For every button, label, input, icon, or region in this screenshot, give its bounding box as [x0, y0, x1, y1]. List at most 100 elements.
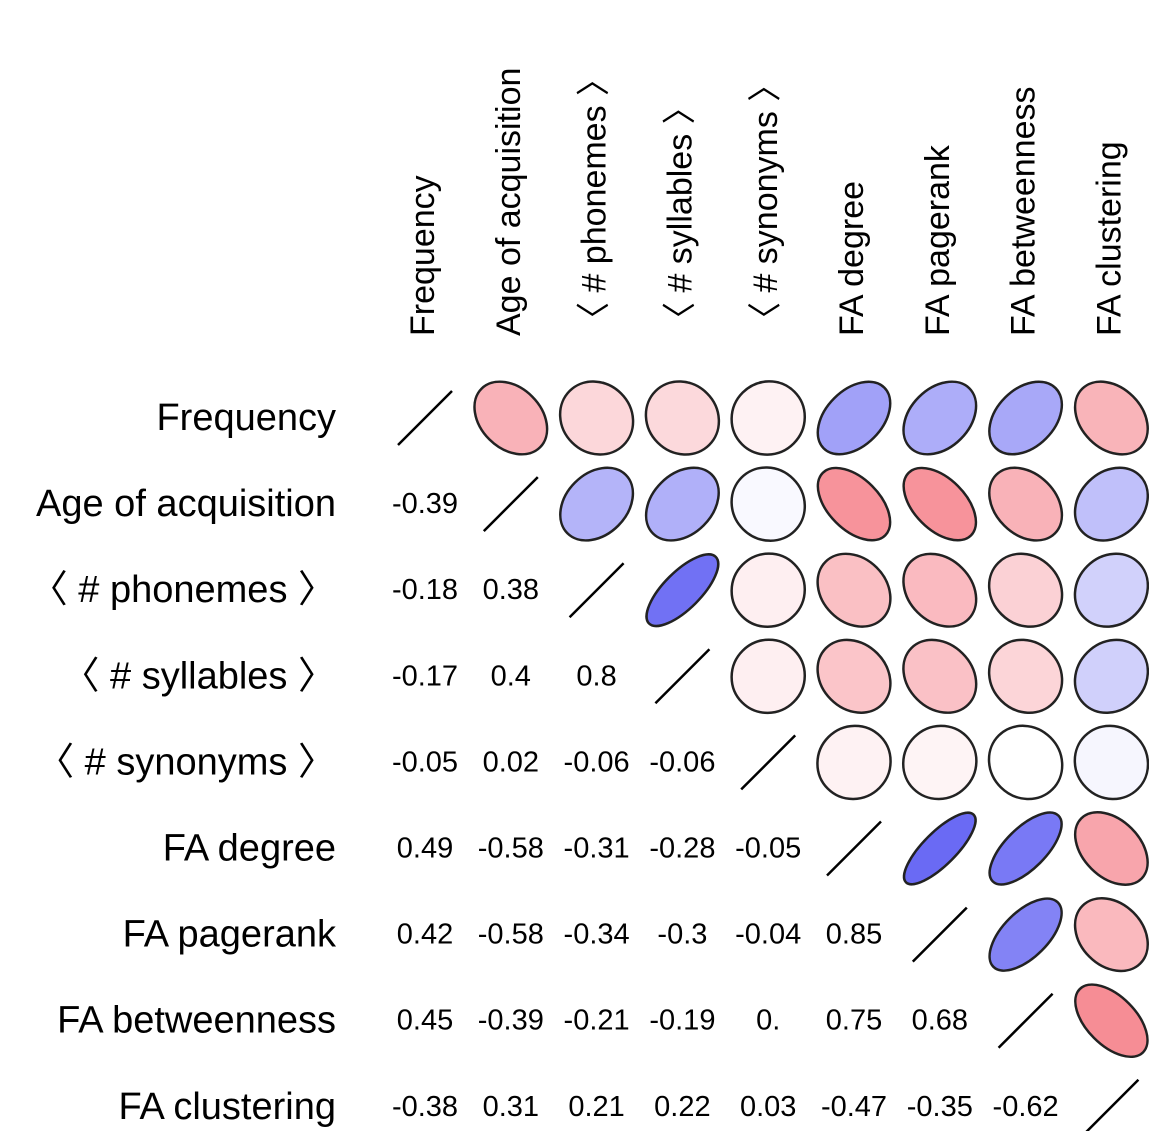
column-label-fa-pagerank: FA pagerank [919, 144, 957, 336]
correlation-ellipse [730, 552, 807, 629]
correlation-label: 0.49 [397, 833, 453, 865]
correlation-label: 0.85 [826, 919, 882, 951]
correlation-label: 0.21 [568, 1091, 624, 1123]
correlation-label: 0.38 [483, 574, 539, 606]
correlation-label: 0.68 [912, 1005, 968, 1037]
correlation-label: 0. [756, 1005, 780, 1037]
correlation-ellipse [558, 380, 635, 456]
diagonal-mark [1085, 1078, 1140, 1131]
correlation-label: -0.21 [564, 1005, 630, 1037]
correlation-ellipse [816, 380, 892, 456]
correlation-ellipse [816, 638, 892, 714]
row-label-fa-pagerank: FA pagerank [123, 914, 337, 956]
diagonal-mark [397, 390, 453, 446]
correlation-label: -0.17 [392, 660, 458, 692]
correlation-ellipse [1074, 983, 1149, 1059]
correlation-ellipse [1073, 380, 1149, 456]
correlation-ellipse [901, 724, 978, 801]
row-label-fa-betweenness: FA betweenness [57, 1000, 336, 1042]
row-labels: Frequency Age of acquisition 〈 # phonemes … [30, 397, 337, 1128]
correlation-ellipse [730, 380, 807, 456]
correlation-ellipse [816, 552, 892, 628]
correlation-ellipse [644, 380, 721, 456]
correlation-ellipse [559, 466, 635, 542]
correlation-label: -0.47 [821, 1091, 887, 1123]
correlation-label: -0.39 [478, 1005, 544, 1037]
correlation-label: -0.58 [478, 919, 544, 951]
diagonal-mark [740, 734, 797, 791]
correlation-ellipse [988, 380, 1064, 456]
correlation-ellipse [473, 380, 549, 456]
column-label-age-of-acquisition: Age of acquisition [490, 68, 528, 336]
column-label-fa-degree: FA degree [833, 181, 871, 336]
correlation-label: 0.22 [654, 1091, 710, 1123]
row-label-age-of-acquisition: Age of acquisition [36, 483, 336, 525]
correlation-label: -0.05 [392, 746, 458, 778]
correlation-label: -0.18 [392, 574, 458, 606]
correlation-label: -0.58 [478, 833, 544, 865]
correlation-ellipse [987, 724, 1064, 801]
correlation-label: -0.05 [735, 833, 801, 865]
correlation-label: -0.38 [392, 1091, 458, 1123]
correlation-label: -0.28 [649, 833, 715, 865]
correlation-label: -0.3 [657, 919, 707, 951]
correlation-ellipse [1073, 466, 1149, 542]
correlation-ellipse [1073, 638, 1149, 714]
correlation-ellipse [902, 380, 978, 456]
correlation-label: 0.4 [491, 660, 531, 692]
row-label-frequency: Frequency [156, 397, 336, 439]
correlation-ellipse [816, 466, 892, 542]
correlation-ellipse [1073, 897, 1149, 973]
diagonal-mark [826, 820, 882, 877]
correlation-label: -0.62 [993, 1091, 1059, 1123]
correlation-label: 0.03 [740, 1091, 796, 1123]
diagonal-mark [997, 992, 1054, 1049]
diagonal-mark [654, 648, 711, 705]
correlation-label: 0.42 [397, 919, 453, 951]
correlation-ellipse [902, 466, 978, 542]
correlation-label: -0.39 [392, 488, 458, 520]
row-label-syllables: 〈 # syllables 〉 [61, 655, 336, 697]
correlation-label: -0.06 [564, 746, 630, 778]
correlation-ellipse [730, 638, 807, 715]
diagonal-mark [568, 562, 625, 619]
correlation-ellipse [730, 466, 807, 542]
correlation-ellipse [644, 466, 720, 542]
correlation-ellipse [988, 897, 1063, 972]
correlation-label: -0.06 [649, 746, 715, 778]
correlation-ellipse [1073, 811, 1149, 886]
row-label-fa-clustering: FA clustering [118, 1086, 336, 1128]
row-label-fa-degree: FA degree [163, 828, 336, 870]
column-label-syllables: 〈 # syllables 〉 [661, 90, 699, 336]
correlation-label: -0.31 [564, 833, 630, 865]
column-label-frequency: Frequency [404, 175, 442, 336]
matrix-cells: -0.39-0.18 0.38-0.17 0.4 0.8-0.05 0.02 -0.06-… [392, 380, 1149, 1131]
column-label-fa-betweenness: FA betweenness [1005, 86, 1043, 336]
diagonal-mark [482, 476, 539, 532]
correlation-ellipse [988, 811, 1063, 886]
correlation-label: 0.31 [483, 1091, 539, 1123]
correlation-label: -0.34 [564, 919, 630, 951]
column-labels: Frequency Age of acquisition 〈 # phonemes … [404, 62, 1128, 336]
correlation-ellipse [816, 724, 892, 801]
correlation-label: -0.35 [907, 1091, 973, 1123]
correlation-ellipse [987, 552, 1064, 628]
column-label-phonemes: 〈 # phonemes 〉 [576, 62, 614, 336]
correlation-label: 0.8 [576, 660, 616, 692]
column-label-fa-clustering: FA clustering [1090, 141, 1128, 336]
correlation-ellipse [988, 466, 1064, 542]
correlation-ellipse [1073, 724, 1149, 801]
correlation-label: 0.45 [397, 1005, 453, 1037]
correlation-label: 0.02 [483, 746, 539, 778]
correlation-ellipse [902, 638, 978, 714]
correlation-label: 0.75 [826, 1005, 882, 1037]
row-label-synonyms: 〈 # synonyms 〉 [36, 741, 336, 783]
correlation-ellipse [902, 811, 977, 886]
correlation-ellipse [1073, 552, 1149, 628]
correlation-label: -0.04 [735, 919, 801, 951]
correlation-ellipse [987, 638, 1064, 715]
row-label-phonemes: 〈 # phonemes 〉 [30, 569, 336, 611]
correlation-ellipse [902, 552, 978, 628]
column-label-synonyms: 〈 # synonyms 〉 [747, 68, 785, 336]
